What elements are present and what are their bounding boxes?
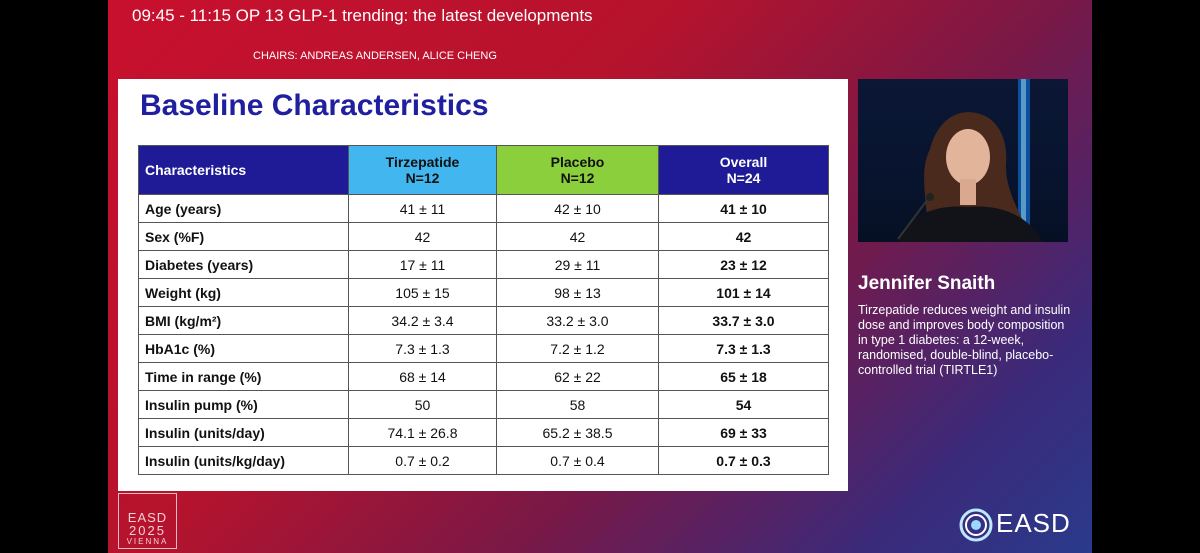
- row-label: HbA1c (%): [138, 334, 349, 363]
- tirzepatide-value: 50: [348, 390, 497, 419]
- overall-value: 33.7 ± 3.0: [658, 306, 829, 335]
- row-label: Age (years): [138, 194, 349, 223]
- logo-line-year: 2025: [129, 523, 166, 538]
- column-header-placebo: Placebo N=12: [496, 145, 659, 195]
- placebo-value: 7.2 ± 1.2: [496, 334, 659, 363]
- placebo-value: 58: [496, 390, 659, 419]
- tirzepatide-value: 0.7 ± 0.2: [348, 446, 497, 475]
- tirzepatide-value: 74.1 ± 26.8: [348, 418, 497, 447]
- table-row: Age (years) 41 ± 11 42 ± 10 41 ± 10: [138, 194, 829, 223]
- table-row: Insulin (units/day) 74.1 ± 26.8 65.2 ± 3…: [138, 418, 829, 447]
- overall-value: 54: [658, 390, 829, 419]
- tirzepatide-value: 105 ± 15: [348, 278, 497, 307]
- easd-brand-logo: EASD: [958, 505, 1078, 545]
- baseline-table: Characteristics Tirzepatide N=12 Placebo…: [138, 145, 829, 475]
- overall-value: 41 ± 10: [658, 194, 829, 223]
- row-label: BMI (kg/m²): [138, 306, 349, 335]
- column-header-characteristics: Characteristics: [138, 145, 349, 195]
- row-label: Insulin (units/kg/day): [138, 446, 349, 475]
- column-header-overall: Overall N=24: [658, 145, 829, 195]
- slide: Baseline Characteristics Characteristics…: [118, 79, 848, 491]
- talk-title: Tirzepatide reduces weight and insulin d…: [858, 303, 1071, 377]
- table-row: Weight (kg) 105 ± 15 98 ± 13 101 ± 14: [138, 278, 829, 307]
- overall-value: 101 ± 14: [658, 278, 829, 307]
- row-label: Time in range (%): [138, 362, 349, 391]
- table-row: BMI (kg/m²) 34.2 ± 3.4 33.2 ± 3.0 33.7 ±…: [138, 306, 829, 335]
- overall-value: 7.3 ± 1.3: [658, 334, 829, 363]
- overall-value: 23 ± 12: [658, 250, 829, 279]
- slide-title: Baseline Characteristics: [140, 89, 489, 122]
- overall-value: 69 ± 33: [658, 418, 829, 447]
- placebo-value: 62 ± 22: [496, 362, 659, 391]
- tirzepatide-value: 17 ± 11: [348, 250, 497, 279]
- table-row: Time in range (%) 68 ± 14 62 ± 22 65 ± 1…: [138, 362, 829, 391]
- placebo-value: 98 ± 13: [496, 278, 659, 307]
- placebo-value: 33.2 ± 3.0: [496, 306, 659, 335]
- table-row: HbA1c (%) 7.3 ± 1.3 7.2 ± 1.2 7.3 ± 1.3: [138, 334, 829, 363]
- overall-value: 65 ± 18: [658, 362, 829, 391]
- row-label: Insulin pump (%): [138, 390, 349, 419]
- speaker-name: Jennifer Snaith: [858, 273, 996, 294]
- tirzepatide-value: 68 ± 14: [348, 362, 497, 391]
- speaker-portrait: [858, 79, 1068, 242]
- row-label: Sex (%F): [138, 222, 349, 251]
- table-row: Insulin (units/kg/day) 0.7 ± 0.2 0.7 ± 0…: [138, 446, 829, 475]
- tirzepatide-value: 42: [348, 222, 497, 251]
- row-label: Weight (kg): [138, 278, 349, 307]
- column-header-tirzepatide: Tirzepatide N=12: [348, 145, 497, 195]
- table-row: Sex (%F) 42 42 42: [138, 222, 829, 251]
- placebo-value: 42: [496, 222, 659, 251]
- easd-brand-text: EASD: [996, 508, 1071, 538]
- tirzepatide-value: 7.3 ± 1.3: [348, 334, 497, 363]
- tirzepatide-value: 41 ± 11: [348, 194, 497, 223]
- logo-line-city: VIENNA: [126, 537, 169, 546]
- tirzepatide-value: 34.2 ± 3.4: [348, 306, 497, 335]
- placebo-value: 65.2 ± 38.5: [496, 418, 659, 447]
- overall-value: 0.7 ± 0.3: [658, 446, 829, 475]
- table-header-row: Characteristics Tirzepatide N=12 Placebo…: [138, 145, 829, 195]
- easd-2025-vienna-logo: EASD 2025 VIENNA: [118, 493, 177, 549]
- placebo-value: 0.7 ± 0.4: [496, 446, 659, 475]
- placebo-value: 29 ± 11: [496, 250, 659, 279]
- session-title: 09:45 - 11:15 OP 13 GLP-1 trending: the …: [132, 6, 593, 25]
- speaker-video: [858, 79, 1068, 242]
- table-row: Insulin pump (%) 50 58 54: [138, 390, 829, 419]
- presentation-stage: 09:45 - 11:15 OP 13 GLP-1 trending: the …: [108, 0, 1092, 553]
- logo-line-easd: EASD: [127, 510, 168, 525]
- table-row: Diabetes (years) 17 ± 11 29 ± 11 23 ± 12: [138, 250, 829, 279]
- row-label: Diabetes (years): [138, 250, 349, 279]
- placebo-value: 42 ± 10: [496, 194, 659, 223]
- easd-ring-icon: [959, 508, 993, 542]
- row-label: Insulin (units/day): [138, 418, 349, 447]
- overall-value: 42: [658, 222, 829, 251]
- session-chairs: CHAIRS: ANDREAS ANDERSEN, ALICE CHENG: [253, 50, 497, 62]
